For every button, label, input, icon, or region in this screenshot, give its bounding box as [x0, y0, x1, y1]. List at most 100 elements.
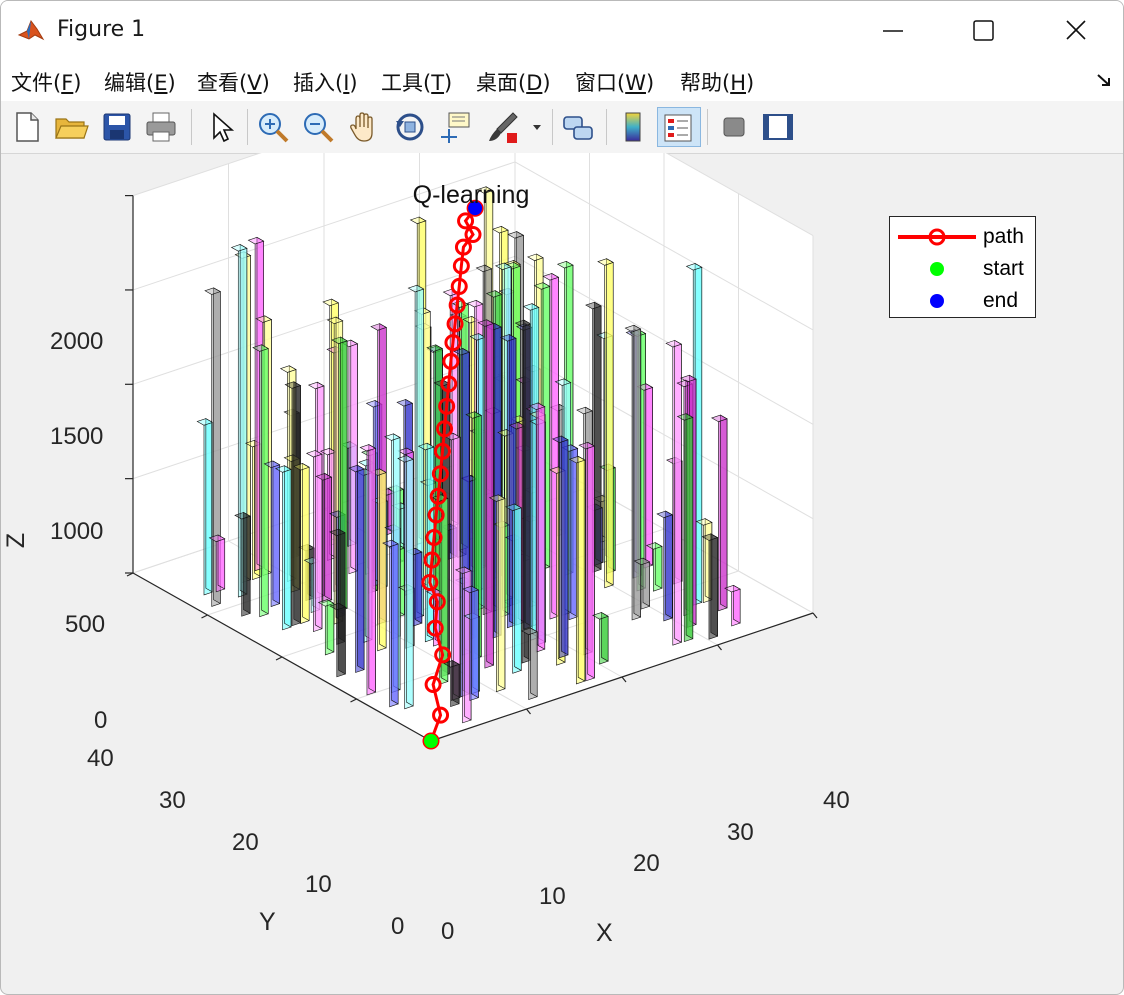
menu-tools[interactable]: 工具(T): [381, 71, 453, 95]
x-tick-label: 40: [823, 787, 850, 814]
title-bar: Figure 1: [1, 1, 1123, 61]
obstacle-bar-top: [397, 455, 414, 463]
save-icon[interactable]: [97, 107, 137, 147]
obstacle-bar: [530, 627, 538, 698]
obstacle-bar: [537, 402, 546, 650]
path-point: [454, 238, 472, 256]
pan-hand-icon[interactable]: [344, 107, 384, 147]
grid-line: [132, 161, 516, 291]
obstacle-bar-top: [499, 334, 517, 342]
obstacle-bar-top: [494, 262, 512, 270]
obstacle-bar-top: [307, 381, 325, 390]
plot-area: Q-learning 2000 1500 1000 500 0 Z 40 30 …: [1, 153, 1123, 994]
obstacle-bar-top: [263, 460, 281, 468]
x-tick-label: 0: [441, 918, 455, 945]
obstacle-bar-top: [724, 585, 741, 593]
dock-arrow-icon[interactable]: [1095, 71, 1113, 89]
obstacle-bar-top: [624, 324, 642, 333]
path-point: [425, 529, 443, 547]
path-point: [452, 257, 470, 275]
obstacle-bar: [391, 539, 399, 705]
path-point: [429, 487, 447, 505]
obstacle-bar-top: [576, 406, 593, 415]
maximize-button[interactable]: [939, 1, 1031, 61]
path-point: [432, 706, 450, 724]
colorbar-icon[interactable]: [613, 107, 653, 147]
obstacle-bar: [560, 435, 569, 656]
minimize-icon: [883, 30, 903, 32]
maximize-icon: [973, 20, 994, 41]
legend-label: end: [983, 289, 1019, 312]
path-point: [444, 334, 462, 352]
path-point: [434, 646, 452, 664]
zoom-out-icon[interactable]: [298, 107, 338, 147]
obstacle-bar-top: [348, 464, 365, 473]
zoom-in-icon[interactable]: [253, 107, 293, 147]
obstacle-bar: [710, 533, 718, 637]
obstacle-bar-top: [409, 216, 427, 225]
obstacle-bar-top: [551, 435, 569, 443]
menu-edit[interactable]: 编辑(E): [104, 71, 176, 95]
data-cursor-icon[interactable]: [435, 107, 475, 147]
y-tick-label: 10: [305, 871, 332, 898]
brush-dropdown-icon[interactable]: [529, 107, 545, 147]
brush-icon[interactable]: [483, 107, 523, 147]
obstacle-bar: [302, 462, 310, 622]
obstacle-bar: [606, 258, 614, 586]
legend[interactable]: path start end: [889, 216, 1036, 318]
obstacle-bar-top: [252, 344, 269, 352]
obstacle-bar: [293, 381, 301, 624]
obstacle-bar: [284, 465, 292, 628]
toolbar-separator: [191, 109, 192, 145]
path-point: [436, 420, 454, 438]
obstacle-bar: [414, 547, 423, 624]
obstacle-bar-top: [521, 627, 538, 636]
y-tick-mark: [275, 656, 283, 661]
obstacle-bar-top: [443, 660, 460, 668]
obstacle-bar: [379, 468, 387, 649]
obstacle-bar-top: [397, 447, 415, 456]
hide-plot-tools-icon[interactable]: [714, 107, 754, 147]
obstacle-bar-top: [568, 455, 586, 464]
path-point: [440, 375, 458, 393]
menu-help[interactable]: 帮助(H): [680, 71, 755, 95]
obstacle-bar-top: [293, 463, 310, 471]
obstacle-bar-top: [488, 494, 506, 502]
legend-icon[interactable]: [657, 107, 701, 147]
menu-file[interactable]: 文件(F): [11, 71, 82, 95]
obstacle-bar-top: [208, 534, 226, 542]
path-point: [457, 212, 475, 230]
obstacle-bar: [357, 464, 365, 671]
obstacle-bar: [601, 611, 609, 662]
minimize-button[interactable]: [847, 1, 939, 61]
legend-start-marker-icon: [930, 262, 944, 276]
menu-insert[interactable]: 插入(I): [293, 71, 358, 95]
print-icon[interactable]: [141, 107, 181, 147]
obstacle-bar-top: [597, 258, 614, 266]
close-button[interactable]: [1031, 1, 1123, 61]
x-tick-label: 20: [633, 850, 660, 877]
obstacle-bar: [587, 441, 595, 679]
rotate-3d-icon[interactable]: [390, 107, 430, 147]
obstacle-bar-top: [711, 414, 728, 423]
link-plot-icon[interactable]: [558, 107, 598, 147]
open-folder-icon[interactable]: [51, 107, 91, 147]
pointer-icon[interactable]: [201, 107, 241, 147]
menu-desktop[interactable]: 桌面(D): [476, 71, 551, 95]
toolbar-separator: [707, 109, 708, 145]
obstacle-bar-top: [554, 378, 572, 386]
new-file-icon[interactable]: [7, 107, 47, 147]
window-title: Figure 1: [57, 17, 146, 42]
y-tick-mark: [201, 614, 208, 619]
obstacle-bar-top: [527, 253, 544, 262]
obstacle-bar-top: [255, 315, 273, 323]
obstacle-bar-top: [633, 557, 651, 566]
menu-window[interactable]: 窗口(W): [575, 71, 655, 95]
path-point: [424, 676, 442, 694]
show-plot-tools-icon[interactable]: [758, 107, 798, 147]
axes-3d[interactable]: [1, 153, 1123, 994]
x-tick-mark: [526, 708, 531, 715]
obstacle-bar-top: [477, 319, 495, 327]
menu-view[interactable]: 查看(V): [197, 71, 270, 95]
obstacle-bar: [594, 301, 602, 570]
